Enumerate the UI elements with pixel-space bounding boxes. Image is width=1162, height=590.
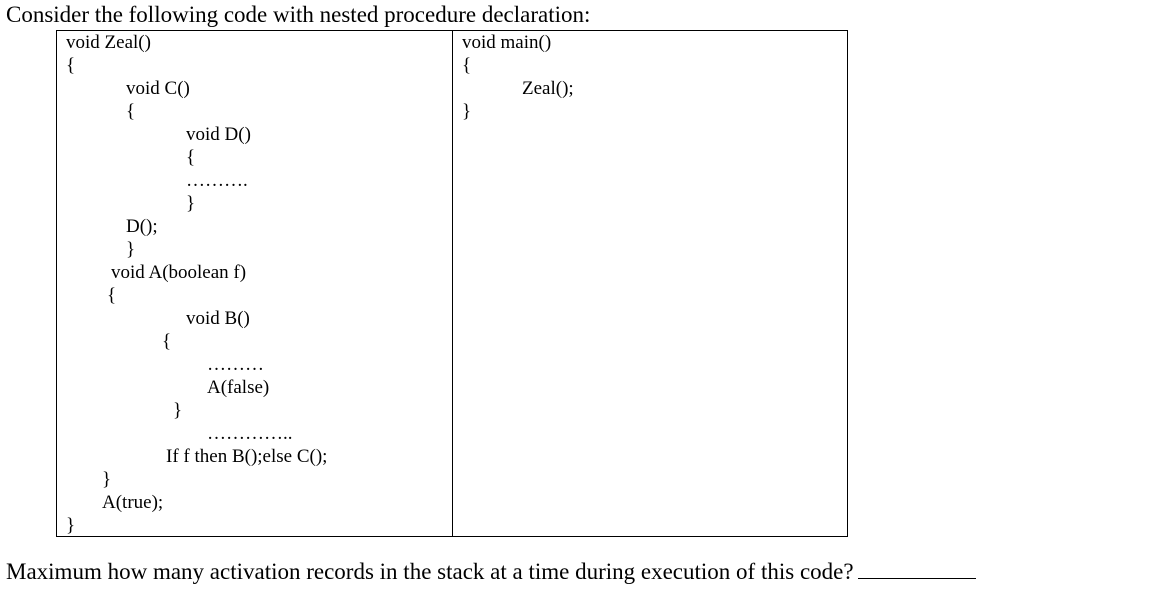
column-divider bbox=[452, 31, 453, 536]
code-line: void Zeal() bbox=[66, 32, 151, 53]
code-line: { bbox=[162, 331, 172, 352]
code-line: } bbox=[186, 193, 196, 214]
code-line: { bbox=[126, 101, 136, 122]
question-text: Maximum how many activation records in t… bbox=[6, 559, 854, 584]
code-table: void Zeal() { void C() { void D() { ……….… bbox=[56, 30, 848, 537]
code-line: { bbox=[462, 55, 472, 76]
code-line: } bbox=[102, 469, 112, 490]
code-line: void A(boolean f) bbox=[111, 262, 247, 283]
code-line: A(false) bbox=[207, 377, 270, 398]
code-line: void C() bbox=[126, 78, 190, 99]
code-line: ………. bbox=[186, 170, 248, 191]
code-line: { bbox=[186, 147, 196, 168]
code-line: ………….. bbox=[207, 423, 293, 444]
code-line: void D() bbox=[186, 124, 251, 145]
answer-blank[interactable] bbox=[857, 560, 976, 579]
code-line: } bbox=[462, 101, 472, 122]
question-line: Maximum how many activation records in t… bbox=[6, 558, 976, 586]
code-line: ……… bbox=[207, 354, 264, 375]
code-line: If f then B();else C(); bbox=[166, 446, 328, 467]
code-line: void B() bbox=[186, 308, 250, 329]
code-line: D(); bbox=[126, 216, 158, 237]
code-line: } bbox=[173, 400, 183, 421]
code-line: } bbox=[126, 239, 136, 260]
code-line: Zeal(); bbox=[522, 78, 574, 99]
intro-text: Consider the following code with nested … bbox=[6, 2, 591, 27]
code-line: void main() bbox=[462, 32, 552, 53]
code-line: A(true); bbox=[102, 492, 164, 513]
code-line: { bbox=[66, 55, 76, 76]
code-line: } bbox=[66, 515, 76, 536]
code-line: { bbox=[107, 285, 117, 306]
